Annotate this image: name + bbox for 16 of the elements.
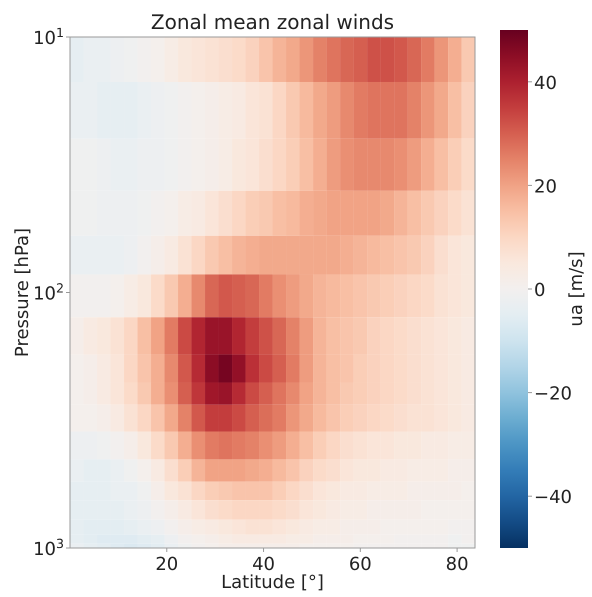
color-bar-label: −40	[534, 487, 572, 508]
chart-title: Zonal mean zonal winds	[150, 10, 394, 34]
color-bar-label: −20	[534, 384, 572, 405]
y-tick-label: 10$^{2}$	[33, 280, 64, 304]
x-tick-label: 80	[446, 554, 469, 575]
color-bar-label: 40	[534, 72, 557, 94]
color-bar-title: ua [m/s]	[566, 251, 587, 327]
x-axis-title: Latitude [°]	[221, 572, 324, 593]
x-tick-label: 40	[252, 554, 275, 575]
color-bar-label: 20	[534, 176, 557, 198]
x-tick-label: 20	[155, 554, 178, 575]
y-tick-label: 10$^{3}$	[33, 536, 64, 560]
color-bar-label: 0	[534, 280, 546, 301]
x-tick-label: 60	[348, 554, 372, 575]
y-tick-label: 10$^{1}$	[33, 24, 64, 49]
y-axis-title: Pressure [hPa]	[12, 228, 33, 358]
